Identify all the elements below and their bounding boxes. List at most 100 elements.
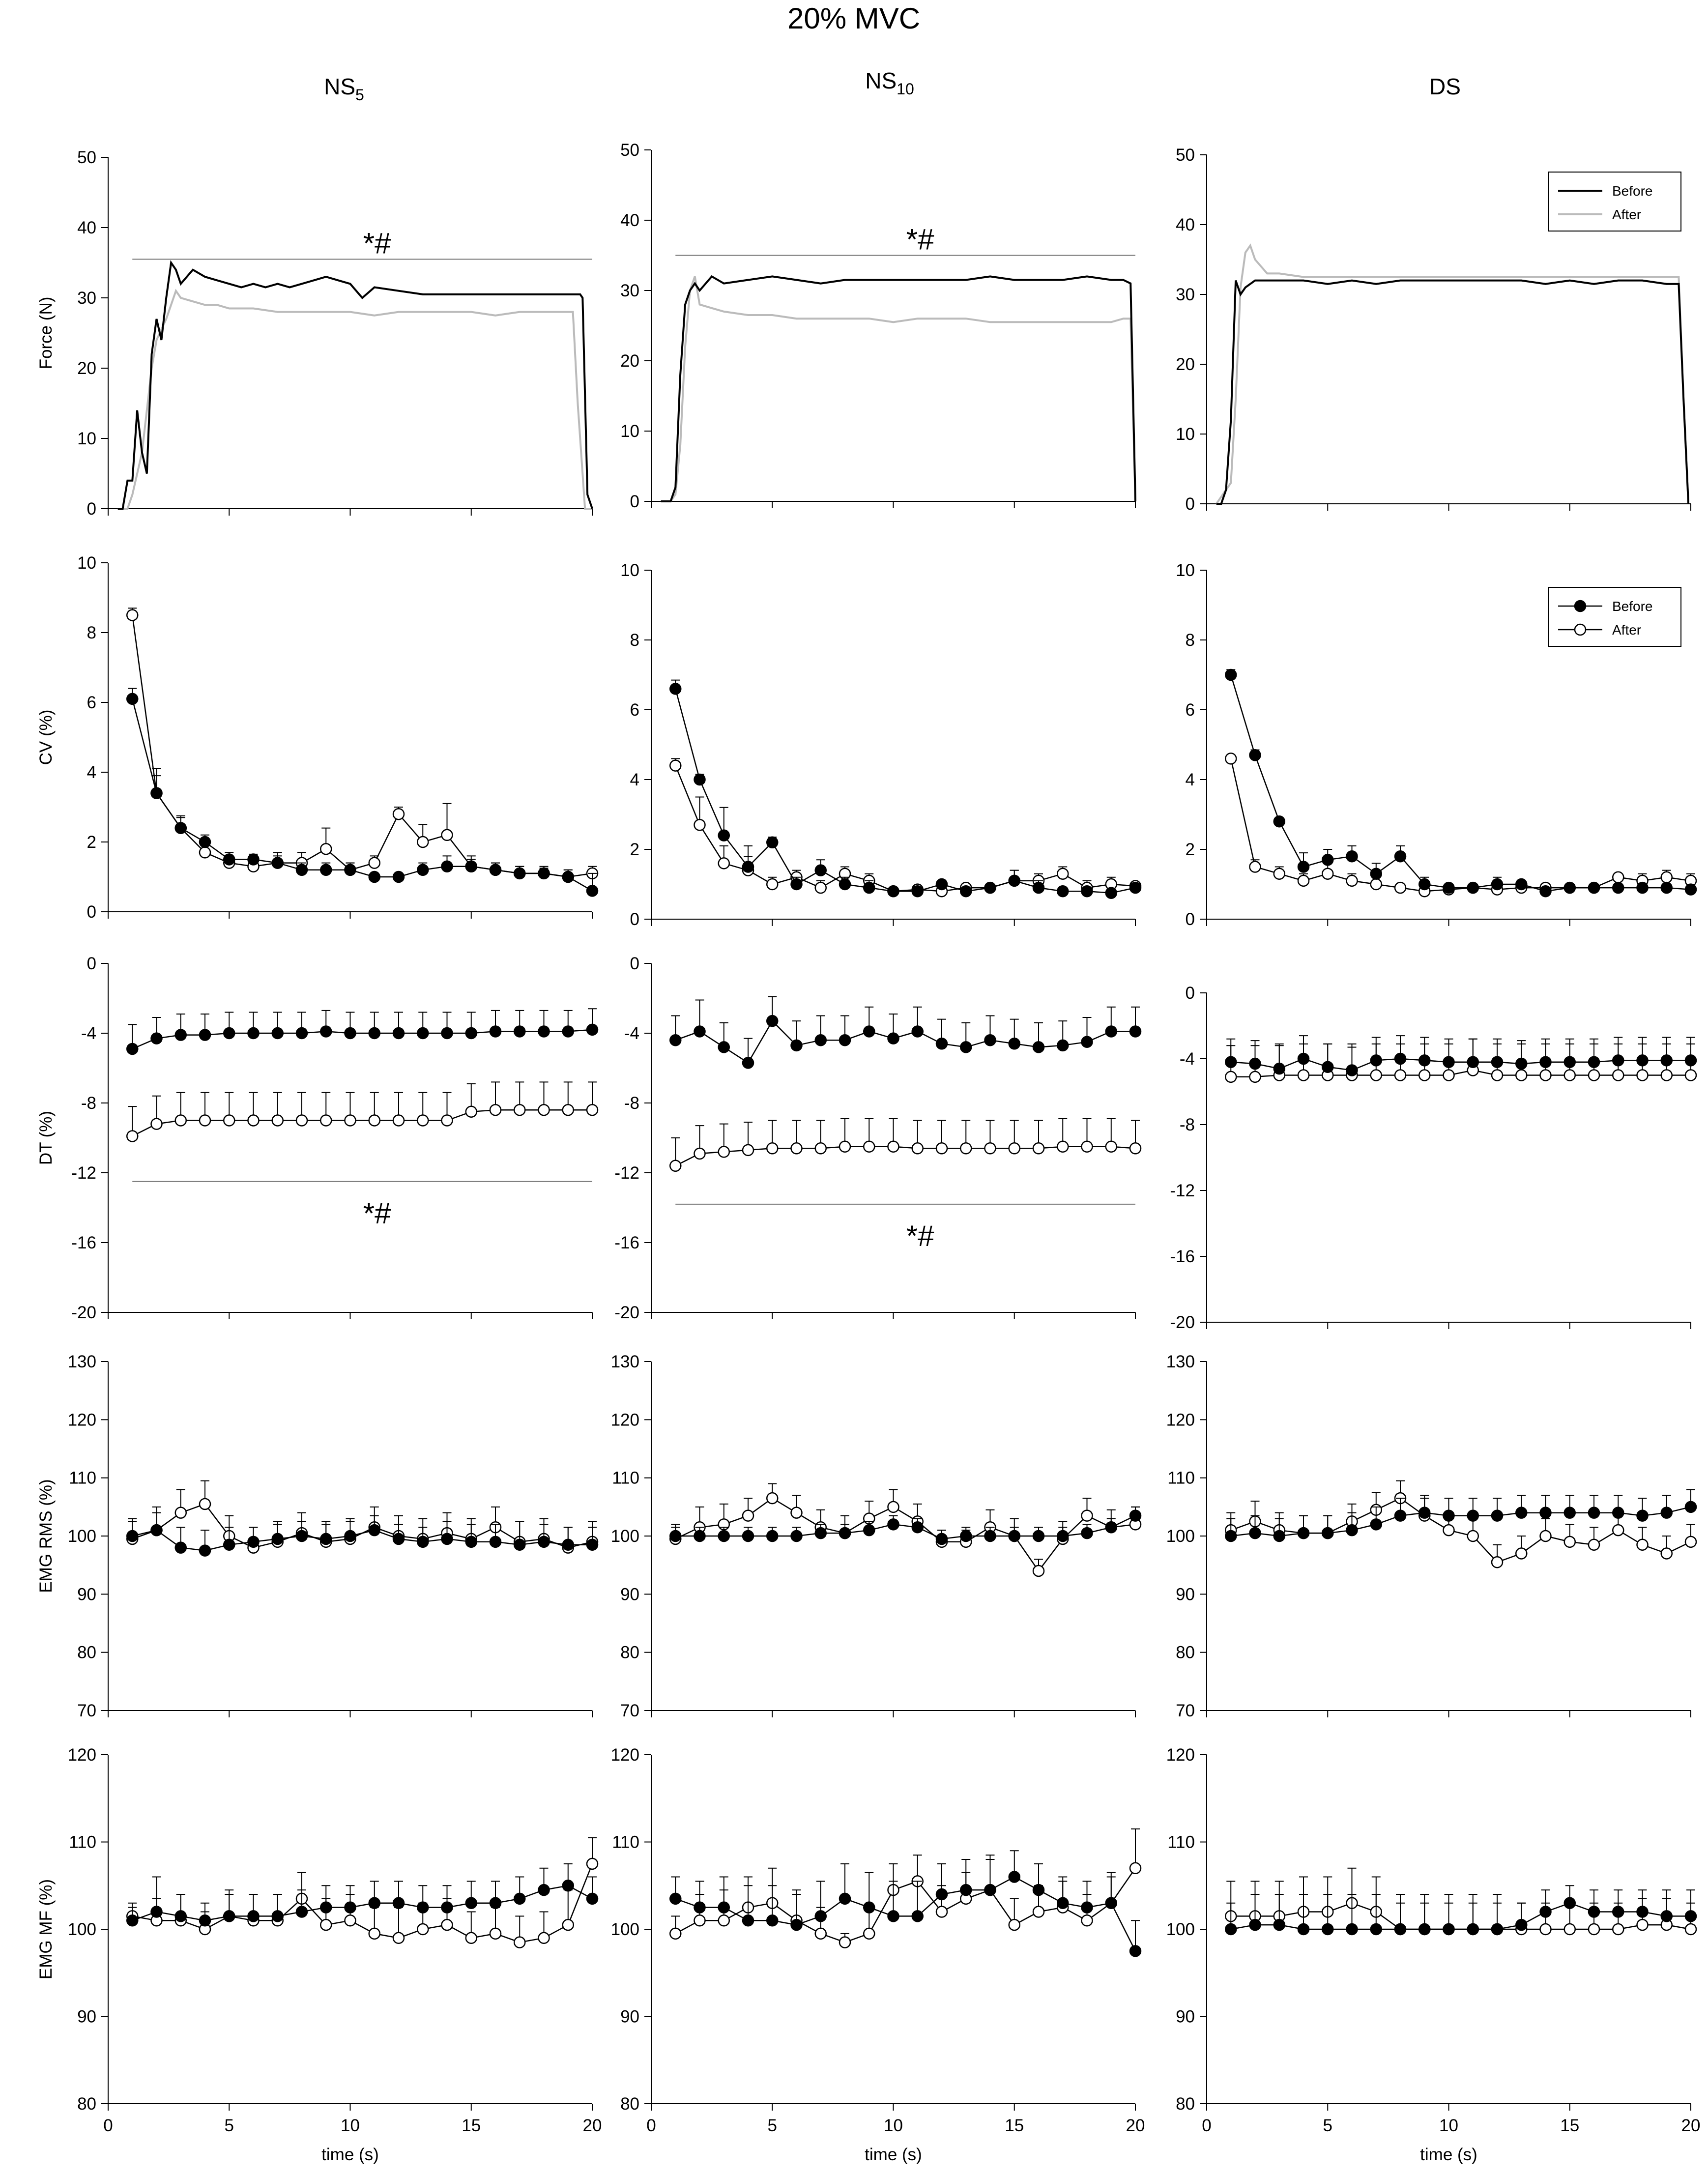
data-point (126, 1130, 139, 1142)
y-tick-label: 0 (1186, 910, 1195, 929)
y-tick-label: 70 (1176, 1701, 1195, 1720)
data-point (1515, 1057, 1528, 1070)
data-point (839, 1140, 851, 1153)
y-tick-label: 100 (1166, 1920, 1195, 1939)
y-tick-label: 90 (620, 2007, 639, 2027)
x-tick-label: 10 (341, 2116, 360, 2135)
y-tick-label: 2 (630, 840, 639, 859)
data-point (1370, 1518, 1382, 1531)
series-before (126, 1863, 599, 1927)
y-tick-label: 0 (630, 492, 639, 511)
series-after (661, 276, 1136, 502)
data-point (960, 885, 972, 898)
x-tick-label: 0 (103, 2116, 113, 2135)
data-point (295, 1114, 308, 1127)
data-point (1346, 1064, 1358, 1076)
series-before (1225, 668, 1697, 898)
column-titles: NS5 NS10 DS (324, 68, 1461, 104)
data-point (742, 1914, 754, 1927)
y-tick-label: 110 (69, 1833, 96, 1852)
data-point (669, 1160, 682, 1172)
y-tick-label: 2 (87, 833, 96, 852)
data-point (935, 878, 948, 891)
data-point (199, 836, 211, 848)
data-point (814, 881, 827, 894)
series-after (669, 1828, 1142, 1948)
data-point (368, 1027, 380, 1040)
data-point (1684, 1501, 1697, 1513)
data-point (586, 1892, 599, 1905)
y-tick-label: 50 (1176, 145, 1195, 165)
y-tick-label: 20 (77, 359, 96, 378)
y-tick-label: 120 (1166, 1410, 1195, 1429)
y-tick-label: 90 (620, 1585, 639, 1604)
data-point (441, 1918, 453, 1931)
data-point (1225, 1071, 1237, 1083)
data-point (392, 808, 405, 820)
data-point (223, 1114, 235, 1127)
series-before (1225, 1035, 1697, 1076)
data-point (863, 1025, 875, 1038)
data-point (150, 1118, 163, 1130)
y-tick-label: 80 (1176, 1643, 1195, 1662)
data-point (271, 1533, 284, 1545)
legend-label: Before (1612, 599, 1653, 614)
data-point (1660, 1054, 1673, 1067)
panel-force-2: 0 10 20 30 40 50 Before After (1176, 145, 1691, 514)
y-tick-label: 10 (1176, 425, 1195, 444)
data-point (344, 1901, 356, 1914)
data-point (839, 878, 851, 891)
data-point (368, 870, 380, 883)
significance-marker: *# (363, 227, 391, 260)
data-point (1297, 1923, 1310, 1936)
data-point (1660, 1507, 1673, 1519)
data-point (935, 1142, 948, 1155)
data-point (126, 1043, 139, 1055)
y-tick-label: 130 (68, 1352, 96, 1371)
data-point (814, 1142, 827, 1155)
data-point (1057, 1039, 1069, 1052)
data-point (887, 1501, 899, 1513)
data-point (911, 1910, 924, 1922)
data-point (562, 870, 574, 883)
data-point (1032, 1530, 1045, 1542)
data-point (790, 1530, 803, 1542)
data-point (465, 1536, 477, 1548)
y-tick-label: -20 (71, 1303, 96, 1322)
y-tick-label: 130 (1166, 1352, 1195, 1371)
data-point (839, 1936, 851, 1948)
data-point (669, 1034, 682, 1046)
data-point (814, 864, 827, 876)
data-point (1008, 874, 1020, 887)
data-point (1105, 887, 1117, 899)
legend-label: After (1612, 207, 1641, 222)
series-after-line (1216, 243, 1690, 505)
data-point (1563, 1069, 1576, 1081)
data-point (790, 1918, 803, 1931)
data-point (694, 1901, 706, 1914)
data-point (1081, 1901, 1093, 1914)
y-tick-label: 40 (620, 211, 639, 230)
data-point (514, 867, 526, 880)
column-title-ds-main: DS (1429, 74, 1461, 99)
data-point (368, 1897, 380, 1909)
data-point (1394, 1923, 1407, 1936)
data-point (790, 1142, 803, 1155)
y-tick-label: -12 (614, 1163, 639, 1183)
data-point (174, 822, 187, 834)
series-before (669, 1850, 1142, 1957)
data-point (392, 1114, 405, 1127)
data-point (1491, 1069, 1504, 1081)
data-point (150, 1032, 163, 1044)
data-point (126, 1914, 139, 1927)
data-point (1467, 881, 1479, 894)
data-point (1370, 878, 1382, 891)
data-point (1539, 1530, 1552, 1542)
data-point (863, 1901, 875, 1914)
x-axis-label: time (s) (321, 2145, 379, 2164)
data-point (669, 683, 682, 695)
y-tick-label: -8 (81, 1094, 96, 1113)
data-point (790, 1507, 803, 1519)
data-point (465, 1932, 477, 1944)
